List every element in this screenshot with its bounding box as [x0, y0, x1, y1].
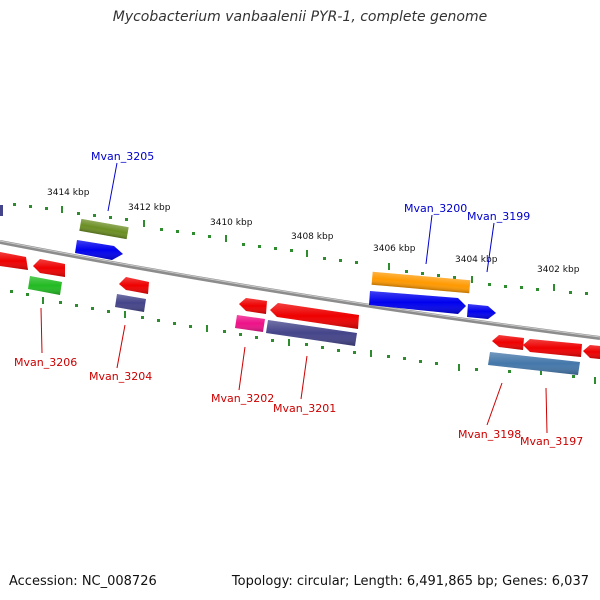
gene-feature-red-small-2-shade [119, 277, 149, 294]
tick-label-3404: 3404 kbp [455, 255, 498, 265]
label-leaders [40, 162, 548, 434]
topology-label: Topology: circular; Length: 6,491,865 bp… [231, 574, 589, 589]
genome-title: Mycobacterium vanbaalenii PYR-1, complet… [112, 9, 488, 25]
gene-feature-mvan-3198-shade [488, 352, 580, 375]
gene-feature-mvan-3204-shade [115, 294, 146, 312]
tick-label-3402: 3402 kbp [537, 265, 580, 275]
forward-strand-features [75, 218, 496, 319]
gene-feature-mvan-3202-shade [235, 315, 265, 332]
gene-feature-mvan-3205-shade [75, 240, 123, 260]
gene-label-mvan-3204: Mvan_3204 [89, 370, 152, 383]
tick-label-3412: 3412 kbp [128, 203, 171, 213]
gene-feature-red-right-1-shade [492, 335, 524, 350]
gene-feature-red-long-shade [270, 303, 359, 329]
genome-backbone-highlight [0, 240, 600, 338]
accession-label: Accession: NC_008726 [9, 574, 157, 589]
gene-label-mvan-3199: Mvan_3199 [467, 210, 530, 223]
gene-feature-red-small-3-shade [239, 298, 267, 314]
gene-feature-red-right-2-shade [583, 345, 600, 359]
gene-label-mvan-3202: Mvan_3202 [211, 392, 274, 405]
gene-feature-red-left-shade [0, 252, 28, 270]
gene-feature-orange-shade [371, 271, 471, 294]
gene-label-mvan-3201: Mvan_3201 [273, 402, 336, 415]
gene-feature-mvan-3199-shade [467, 304, 496, 319]
gene-label-mvan-3206: Mvan_3206 [14, 356, 77, 369]
gene-feature-red-small-1-shade [33, 259, 65, 277]
gene-label-mvan-3205: Mvan_3205 [91, 150, 154, 163]
gene-feature-olive-shade [79, 218, 129, 240]
gene-feature-mvan-3206-shade [28, 276, 62, 295]
tick-ring-outer [0, 203, 588, 295]
gene-feature-mvan-3197-shade [523, 339, 582, 357]
reverse-strand-features [0, 205, 600, 375]
gene-label-mvan-3198: Mvan_3198 [458, 428, 521, 441]
gene-label-mvan-3200: Mvan_3200 [404, 202, 467, 215]
tick-label-3414: 3414 kbp [47, 188, 90, 198]
tick-label-3406: 3406 kbp [373, 244, 416, 254]
gene-feature-purple-edge[interactable] [0, 205, 3, 216]
tick-label-3408: 3408 kbp [291, 232, 334, 242]
tick-ring-inner [10, 290, 596, 384]
tick-label-3410: 3410 kbp [210, 218, 253, 228]
gene-feature-mvan-3200-shade [369, 291, 466, 314]
gene-label-mvan-3197: Mvan_3197 [520, 435, 583, 448]
gene-feature-mvan-3201-shade [266, 320, 357, 346]
genome-backbone [0, 240, 600, 340]
